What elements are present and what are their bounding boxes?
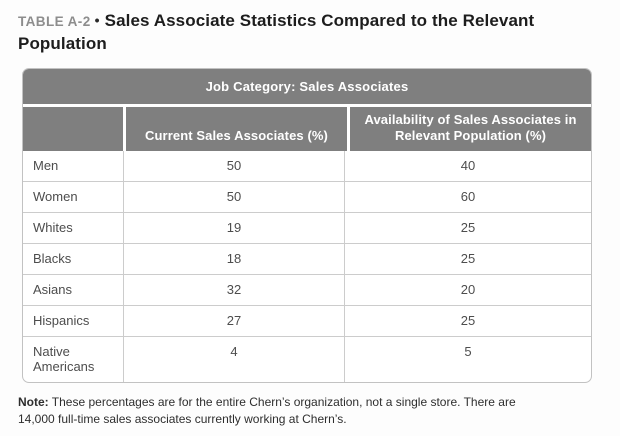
- column-header-empty: [23, 107, 123, 151]
- availability-value: 25: [344, 306, 591, 336]
- current-value: 18: [123, 244, 344, 274]
- availability-value: 20: [344, 275, 591, 305]
- table-row: Men 50 40: [23, 151, 591, 181]
- availability-value: 25: [344, 213, 591, 243]
- table-row: Asians 32 20: [23, 274, 591, 305]
- table-row: Native Americans 4 5: [23, 336, 591, 382]
- current-value: 50: [123, 182, 344, 212]
- table-row: Blacks 18 25: [23, 243, 591, 274]
- current-value: 19: [123, 213, 344, 243]
- bullet-separator: •: [94, 12, 100, 28]
- current-value: 4: [123, 337, 344, 382]
- table-row: Women 50 60: [23, 181, 591, 212]
- note-line-1: Note: These percentages are for the enti…: [18, 394, 593, 411]
- current-value: 50: [123, 151, 344, 181]
- table-row: Whites 19 25: [23, 212, 591, 243]
- table-number-label: TABLE A-2: [18, 14, 91, 29]
- table-caption: TABLE A-2 • Sales Associate Statistics Com…: [18, 9, 598, 55]
- note-line-2: 14,000 full-time sales associates curren…: [18, 412, 347, 426]
- row-label: Men: [33, 158, 59, 173]
- availability-value: 25: [344, 244, 591, 274]
- row-label: Asians: [33, 282, 73, 297]
- table-note: Note: These percentages are for the enti…: [18, 394, 593, 428]
- table-body: Men 50 40 Women 50 60 Whites 19 25 Black…: [23, 151, 591, 382]
- availability-value: 40: [344, 151, 591, 181]
- note-text-1: These percentages are for the entire Che…: [51, 395, 516, 409]
- column-header-row: Current Sales Associates (%) Availabilit…: [23, 107, 591, 151]
- table-row: Hispanics 27 25: [23, 305, 591, 336]
- current-value: 32: [123, 275, 344, 305]
- availability-value: 5: [344, 337, 591, 382]
- table-spanning-header: Job Category: Sales Associates: [23, 69, 591, 104]
- statistics-table: Job Category: Sales Associates Current S…: [22, 68, 592, 383]
- row-label: Native Americans: [33, 344, 95, 374]
- column-header-availability: Availability of Sales Associates in Rele…: [350, 107, 591, 151]
- table-title-text: Sales Associate Statistics Compared to t…: [18, 11, 535, 53]
- current-value: 27: [123, 306, 344, 336]
- row-label: Women: [33, 189, 78, 204]
- availability-value: 60: [344, 182, 591, 212]
- column-header-current: Current Sales Associates (%): [126, 107, 347, 151]
- row-label: Whites: [33, 220, 73, 235]
- row-label: Blacks: [33, 251, 72, 266]
- row-label: Hispanics: [33, 313, 90, 328]
- note-label: Note:: [18, 395, 49, 409]
